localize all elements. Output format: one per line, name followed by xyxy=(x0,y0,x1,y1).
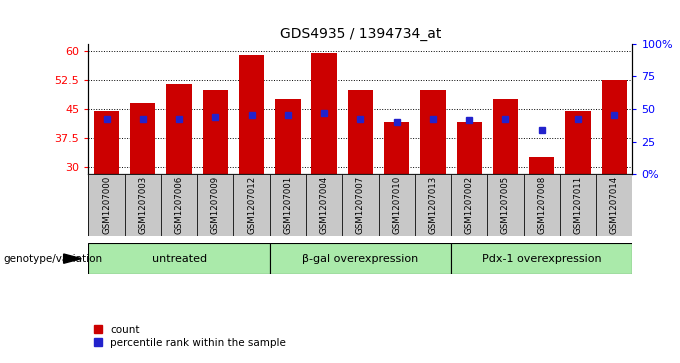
Bar xyxy=(124,174,161,236)
Bar xyxy=(456,122,482,174)
Bar xyxy=(451,243,632,274)
Bar xyxy=(524,174,560,236)
Bar xyxy=(270,174,306,236)
Text: GSM1207002: GSM1207002 xyxy=(464,176,474,234)
Text: Pdx-1 overexpression: Pdx-1 overexpression xyxy=(482,254,602,264)
Text: GSM1207008: GSM1207008 xyxy=(537,176,546,234)
Text: GSM1207013: GSM1207013 xyxy=(428,176,437,234)
Bar xyxy=(529,157,554,174)
Bar xyxy=(197,174,233,236)
Bar xyxy=(415,174,451,236)
Bar xyxy=(130,103,156,174)
Bar xyxy=(451,174,488,236)
Text: GSM1207006: GSM1207006 xyxy=(175,176,184,234)
Title: GDS4935 / 1394734_at: GDS4935 / 1394734_at xyxy=(279,27,441,41)
Bar xyxy=(161,174,197,236)
Bar xyxy=(560,174,596,236)
Bar xyxy=(347,90,373,174)
Bar xyxy=(342,174,379,236)
Text: GSM1207012: GSM1207012 xyxy=(247,176,256,234)
Text: GSM1207000: GSM1207000 xyxy=(102,176,111,234)
Bar xyxy=(94,111,119,174)
Bar xyxy=(88,174,124,236)
Bar xyxy=(275,99,301,174)
Text: GSM1207004: GSM1207004 xyxy=(320,176,328,234)
Text: genotype/variation: genotype/variation xyxy=(3,254,103,264)
Text: GSM1207003: GSM1207003 xyxy=(138,176,148,234)
Bar xyxy=(602,80,627,174)
Bar xyxy=(488,174,524,236)
Text: GSM1207005: GSM1207005 xyxy=(501,176,510,234)
Bar xyxy=(239,55,265,174)
Text: GSM1207010: GSM1207010 xyxy=(392,176,401,234)
Text: GSM1207007: GSM1207007 xyxy=(356,176,365,234)
Bar xyxy=(493,99,518,174)
Bar xyxy=(384,122,409,174)
Text: GSM1207009: GSM1207009 xyxy=(211,176,220,234)
Bar xyxy=(270,243,451,274)
Text: GSM1207001: GSM1207001 xyxy=(284,176,292,234)
Text: untreated: untreated xyxy=(152,254,207,264)
Polygon shape xyxy=(64,254,82,263)
Legend: count, percentile rank within the sample: count, percentile rank within the sample xyxy=(94,325,286,348)
Bar xyxy=(88,243,270,274)
Text: β-gal overexpression: β-gal overexpression xyxy=(303,254,418,264)
Text: GSM1207011: GSM1207011 xyxy=(573,176,583,234)
Bar xyxy=(306,174,342,236)
Bar xyxy=(379,174,415,236)
Bar xyxy=(420,90,445,174)
Bar xyxy=(203,90,228,174)
Bar xyxy=(565,111,591,174)
Bar xyxy=(233,174,270,236)
Bar xyxy=(311,53,337,174)
Bar xyxy=(596,174,632,236)
Text: GSM1207014: GSM1207014 xyxy=(610,176,619,234)
Bar xyxy=(167,84,192,174)
